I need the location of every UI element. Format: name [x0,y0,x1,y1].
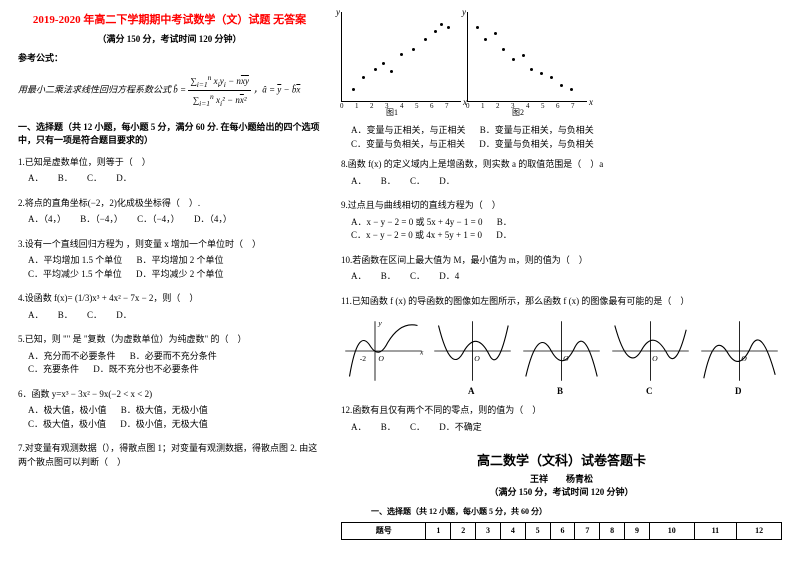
q4: 4.设函数 f(x)= (1/3)x³ + 4x² − 7x − 2，则（ ） … [18,292,321,325]
q7: 7.对变量有观测数据（），得散点图 1；对变量有观测数据，得散点图 2. 由这两… [18,442,321,469]
svg-text:O: O [652,354,658,363]
svg-text:-2: -2 [360,354,367,363]
left-column: 2019-2020 年高二下学期期中考试数学（文）试题 无答案 （满分 150 … [18,12,331,553]
curve-ref: -2 O x y [341,316,426,386]
q3: 3.设有一个直线回归方程为 ，则变量 x 增加一个单位时（ ） A．平均增加 1… [18,238,321,285]
svg-text:O: O [741,354,747,363]
answer-table-header: 题号 1 2 3 4 5 6 7 8 9 10 11 12 [342,522,782,539]
answer-sheet-names: 王祥 杨青松 [341,473,782,487]
svg-text:O: O [563,354,569,363]
q1-opt-c: C． [87,172,102,186]
scatter-2: yx 图2 01234567 [467,12,587,102]
q1-opt-b: B． [58,172,73,186]
page-subtitle: （满分 150 分，考试时间 120 分钟） [18,33,321,47]
curve-b: O B [519,316,604,386]
svg-text:O: O [378,354,384,363]
q2: 2.将点的直角坐标(−2，2)化成极坐标得（ ）. A．（4，） B．（−4，）… [18,197,321,230]
curve-d: O D [697,316,782,386]
q1-opt-a: A． [28,172,44,186]
section-1-heading: 一、选择题（共 12 小题，每小题 5 分，满分 60 分. 在每小题给出的四个… [18,121,321,148]
q6: 6．函数 y=x³ − 3x² − 9x(−2 < x < 2) A．极大值，极… [18,388,321,435]
rowhead: 题号 [342,522,426,539]
answer-sheet-title: 高二数学（文科）试卷答题卡 [341,451,782,471]
regression-formula: 用最小二乘法求线性回归方程系数公式 b̂ = ∑i=1n xiyi − nxy … [18,72,321,109]
q8: 8.函数 f(x) 的定义域内上是增函数，则实数 a 的取值范围是（ ）a A．… [341,158,782,191]
formula-lead: 用最小二乘法求线性回归方程系数公式 [18,84,171,94]
q12: 12.函数有且仅有两个不同的零点，则的值为（ ） A． B． C． D．不确定 [341,404,782,437]
svg-text:x: x [419,347,424,356]
q7-options: A．变量与正相关，与正相关 B．变量与正相关，与负相关 C．变量与负相关，与正相… [351,124,782,151]
q5: 5.已知，则 "" 是 "复数（为虚数单位）为纯虚数" 的（ ） A．充分而不必… [18,333,321,380]
answer-table: 题号 1 2 3 4 5 6 7 8 9 10 11 12 [341,522,782,540]
curve-graphs: -2 O x y O A O B [341,316,782,386]
svg-text:y: y [377,319,382,328]
curve-a: O A [430,316,515,386]
q1-opt-d: D． [116,172,132,186]
svg-text:O: O [474,354,480,363]
q10: 10.若函数在区间上最大值为 M，最小值为 m，则的值为（ ） A． B． C．… [341,254,782,287]
right-column: yx 图1 01234567 yx 图2 01234567 A．变量与正相关，与… [331,12,782,553]
q9: 9.过点且与曲线相切的直线方程为（ ） A．x − y − 2 = 0 或 5x… [341,199,782,246]
page-title: 2019-2020 年高二下学期期中考试数学（文）试题 无答案 [18,12,321,29]
answer-sheet-sec: 一、选择题（共 12 小题，每小题 5 分，共 60 分） [371,506,782,518]
scatter-charts: yx 图1 01234567 yx 图2 01234567 [341,12,782,102]
curve-c: O C [608,316,693,386]
scatter-1: yx 图1 01234567 [341,12,461,102]
ref-label: 参考公式： [18,52,321,66]
q1: 1.已知是虚数单位，则等于（ ） A． B． C． D． [18,156,321,189]
q11: 11.已知函数 f (x) 的导函数的图像如左图所示，那么函数 f (x) 的图… [341,295,782,309]
answer-sheet-sub: （满分 150 分，考试时间 120 分钟） [341,486,782,500]
